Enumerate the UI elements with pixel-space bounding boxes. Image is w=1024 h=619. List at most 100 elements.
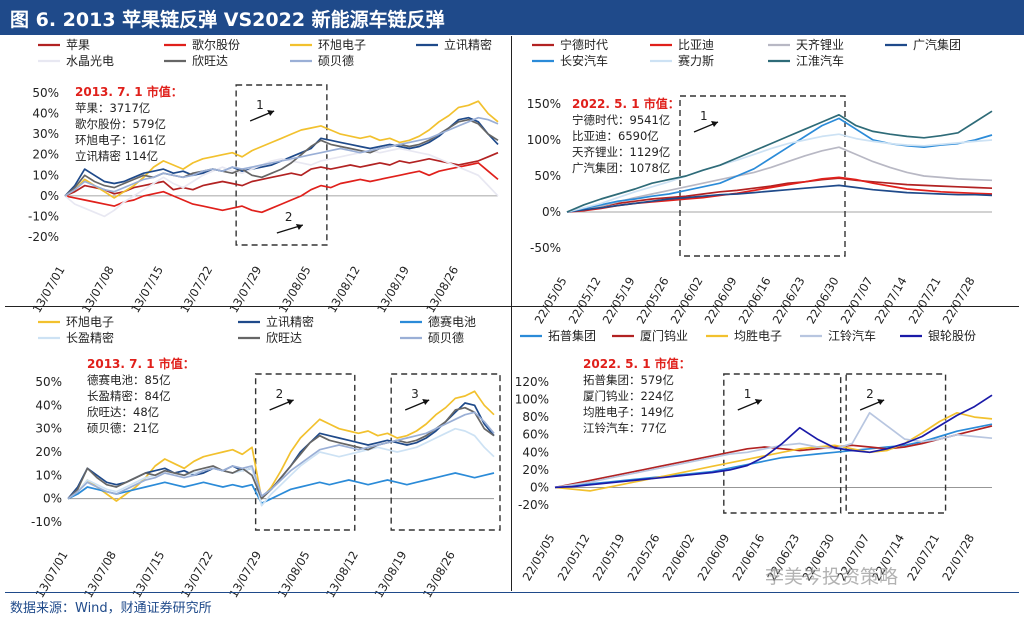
x-tick-label: 22/07/28 (940, 275, 978, 327)
highlight-box (679, 95, 846, 257)
y-tick-label: 40% (35, 398, 62, 412)
series-line (67, 406, 495, 500)
series-line (566, 177, 993, 213)
x-tick-label: 22/07/21 (906, 275, 944, 327)
x-tick-label: 22/05/19 (600, 275, 638, 327)
trend-arrowhead (286, 399, 294, 405)
series-line (566, 184, 993, 213)
x-tick-label: 13/07/22 (177, 264, 215, 316)
annotation-line: 厦门钨业：224亿 (583, 389, 674, 403)
x-tick-label: 22/06/02 (668, 275, 706, 327)
y-tick-label: 50% (534, 169, 561, 183)
box-number: 1 (744, 387, 752, 401)
annotation-title: 2022. 5. 1 市值： (583, 356, 691, 371)
y-tick-label: 10% (32, 168, 59, 182)
series-line (566, 117, 993, 213)
legend-label: 天齐锂业 (796, 37, 844, 52)
x-tick-label: 22/06/16 (736, 275, 774, 327)
annotation-line: 苹果：3717亿 (75, 101, 150, 115)
trend-arrowhead (422, 399, 430, 405)
legend-label: 硕贝德 (428, 330, 464, 345)
x-tick-label: 13/07/29 (226, 264, 264, 316)
series-line (554, 411, 993, 492)
highlight-box (254, 373, 356, 531)
legend-label: 硕贝德 (318, 53, 354, 68)
highlight-box (845, 373, 947, 514)
annotation-line: 宁德时代：9541亿 (572, 113, 670, 127)
trend-arrowhead (877, 399, 885, 405)
box-number: 1 (700, 109, 708, 123)
annotation-line: 江铃汽车：77亿 (583, 421, 667, 435)
series-line (64, 118, 499, 197)
x-tick-label: 22/05/12 (555, 532, 593, 584)
series-line (554, 411, 993, 489)
trend-arrowhead (295, 224, 303, 230)
y-tick-label: 0% (530, 480, 549, 494)
y-tick-label: 80% (522, 410, 549, 424)
legend-label: 江淮汽车 (796, 53, 844, 68)
annotation-line: 拓普集团：579亿 (583, 373, 674, 387)
y-tick-label: 20% (35, 445, 62, 459)
annotation-line: 长盈精密：84亿 (87, 389, 171, 403)
y-tick-label: 0% (43, 492, 62, 506)
annotation-line: 硕贝德：21亿 (87, 421, 159, 435)
y-tick-label: 0% (542, 205, 561, 219)
series-line (554, 423, 993, 489)
annotation-line: 环旭电子：161亿 (75, 133, 166, 147)
chart-tl: -20% -10% 0% 10% 20% 30% 40% 50% 13/07/01 13/07/0… (28, 37, 499, 316)
trend-arrowhead (267, 110, 275, 116)
y-tick-label: 20% (522, 463, 549, 477)
chart-br: -20%0%20%40%60%80%100%120%22/05/0522/05/… (515, 328, 993, 584)
annotation-line: 德赛电池：85亿 (87, 373, 171, 387)
trend-arrowhead (711, 121, 718, 127)
legend-label: 立讯精密 (444, 37, 492, 52)
source-note: 数据来源：Wind，财通证券研究所 (10, 601, 212, 616)
trend-arrowhead (754, 399, 762, 405)
x-tick-label: 22/05/05 (520, 532, 558, 584)
legend-label: 广汽集团 (913, 37, 961, 52)
legend-label: 江铃汽车 (828, 328, 876, 343)
x-tick-label: 22/06/23 (770, 275, 808, 327)
annotation-line: 均胜电子：149亿 (583, 405, 674, 419)
y-tick-label: -20% (518, 498, 549, 512)
x-tick-label: 22/05/19 (590, 532, 628, 584)
box-number: 2 (866, 387, 874, 401)
box-number: 1 (256, 98, 264, 112)
x-tick-label: 22/07/21 (904, 532, 942, 584)
annotation-title: 2013. 7. 1 市值： (87, 356, 195, 371)
y-tick-label: 40% (522, 445, 549, 459)
series-line (64, 147, 499, 218)
x-tick-label: 22/06/09 (702, 275, 740, 327)
y-tick-label: -50% (530, 241, 561, 255)
legend-label: 均胜电子 (734, 328, 782, 343)
y-tick-label: -10% (28, 209, 59, 223)
box-number: 3 (411, 387, 419, 401)
y-tick-label: 50% (35, 375, 62, 389)
x-tick-label: 13/08/05 (276, 264, 314, 316)
horizontal-divider (5, 306, 1019, 307)
y-tick-label: 100% (527, 133, 561, 147)
y-tick-label: 10% (35, 468, 62, 482)
legend-label: 拓普集团 (548, 328, 596, 343)
x-tick-label: 22/06/30 (804, 275, 842, 327)
figure-title: 图 6. 2013 苹果链反弹 VS2022 新能源车链反弹 (10, 9, 445, 31)
footer-divider (5, 592, 1019, 593)
legend-label: 银轮股份 (928, 329, 976, 343)
legend-label: 厦门钨业 (640, 328, 688, 343)
vertical-divider (511, 36, 512, 591)
y-tick-label: 150% (527, 97, 561, 111)
legend-label: 宁德时代 (560, 37, 608, 52)
box-number: 2 (276, 387, 284, 401)
legend-label: 比亚迪 (678, 38, 714, 52)
highlight-box (723, 373, 842, 514)
y-tick-label: 120% (515, 375, 549, 389)
y-tick-label: -20% (28, 230, 59, 244)
series-line (67, 472, 495, 505)
y-tick-label: 20% (32, 148, 59, 162)
series-line (554, 394, 993, 489)
chart-tr: -50% 0% 50% 100% 150% 22/05/0522/05/1222/05/1… (527, 37, 993, 327)
series-line (554, 425, 993, 489)
legend-label: 立讯精密 (266, 314, 314, 329)
annotation-line: 歌尔股份：579亿 (75, 117, 166, 131)
x-tick-label: 13/08/19 (374, 264, 412, 316)
